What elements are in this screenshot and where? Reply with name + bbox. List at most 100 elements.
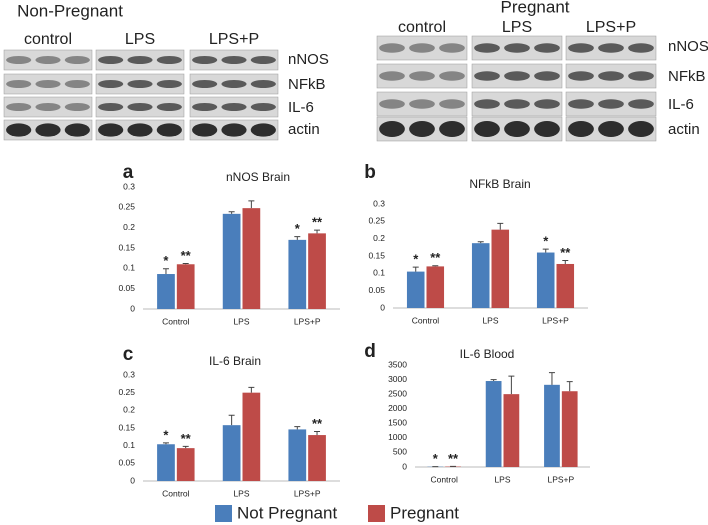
blot-band — [504, 71, 530, 81]
blot-band — [568, 121, 594, 137]
blot-band — [98, 103, 124, 111]
blot-protein-label: nNOS — [288, 51, 329, 68]
bar — [308, 233, 326, 309]
significance-marker: * — [413, 252, 419, 267]
bar — [157, 274, 175, 309]
y-tick-label: 0.3 — [123, 369, 135, 379]
blot-band — [221, 56, 247, 64]
error-bar — [182, 262, 189, 265]
bar — [485, 381, 502, 467]
error-bar — [294, 426, 301, 430]
blot-band — [504, 99, 530, 109]
blot-band — [64, 56, 90, 64]
blot-band — [35, 103, 61, 111]
bar — [176, 448, 195, 481]
blot-band — [6, 80, 32, 88]
error-bar — [314, 431, 321, 436]
panel-label: c — [123, 344, 134, 365]
y-tick-label: 0.05 — [118, 458, 135, 468]
blot-band — [504, 121, 530, 137]
significance-marker: * — [295, 221, 301, 236]
x-tick-label: LPS — [233, 488, 249, 498]
x-tick-label: LPS+P — [294, 488, 321, 498]
blot-band — [127, 123, 153, 137]
error-bar — [508, 375, 515, 395]
error-bar — [548, 372, 555, 385]
blot-group-label: LPS — [502, 19, 532, 36]
blot-band — [474, 71, 500, 81]
bar — [536, 252, 555, 308]
legend-label: Not Pregnant — [237, 503, 337, 522]
y-tick-label: 0 — [130, 303, 135, 313]
panel-label: d — [364, 341, 376, 362]
bar — [288, 239, 307, 309]
blot-band — [35, 80, 61, 88]
bar — [308, 435, 326, 481]
blot-band — [598, 43, 624, 53]
x-tick-label: Control — [412, 315, 440, 325]
y-tick-label: 0.05 — [368, 285, 385, 295]
error-bar — [490, 379, 497, 382]
error-bar — [562, 260, 569, 264]
y-tick-label: 0.3 — [373, 198, 385, 208]
significance-marker: ** — [312, 416, 323, 431]
y-tick-label: 0.25 — [118, 202, 135, 212]
blot-protein-label: NFkB — [288, 76, 326, 93]
blot-band — [6, 103, 32, 111]
x-tick-label: LPS+P — [547, 474, 574, 484]
blot-band — [379, 43, 405, 53]
blot-band — [250, 80, 276, 88]
blot-protein-label: nNOS — [668, 38, 708, 55]
error-bar — [542, 248, 549, 253]
blot-band — [534, 43, 560, 53]
bar — [288, 429, 307, 481]
x-tick-label: LPS+P — [294, 316, 321, 326]
blot-band — [6, 56, 32, 64]
bar — [491, 229, 510, 308]
y-tick-label: 0 — [402, 461, 407, 471]
blot-band — [192, 103, 218, 111]
significance-marker: * — [163, 253, 169, 268]
x-tick-label: Control — [162, 488, 190, 498]
blot-band — [250, 56, 276, 64]
y-tick-label: 0.25 — [368, 216, 385, 226]
legend-label: Pregnant — [390, 503, 459, 522]
y-tick-label: 0 — [130, 475, 135, 485]
blot-band — [439, 121, 465, 137]
blot-group-label: LPS+P — [586, 19, 636, 36]
blot-band — [156, 80, 182, 88]
blot-group-label: LPS — [125, 31, 155, 48]
y-tick-label: 0.2 — [123, 405, 135, 415]
y-tick-label: 0.25 — [118, 387, 135, 397]
blot-band — [409, 43, 435, 53]
x-tick-label: LPS — [233, 316, 249, 326]
significance-marker: ** — [181, 431, 192, 446]
panel-label: a — [123, 162, 134, 183]
error-bar — [294, 236, 301, 240]
y-tick-label: 0.15 — [118, 242, 135, 252]
error-bar — [228, 414, 235, 426]
blot-band — [192, 123, 218, 137]
legend-swatch — [368, 505, 385, 522]
significance-marker: * — [433, 451, 439, 466]
blot-band — [379, 71, 405, 81]
blot-band — [409, 99, 435, 109]
blot-band — [156, 56, 182, 64]
blot-band — [568, 99, 594, 109]
bar — [556, 263, 575, 308]
y-tick-label: 0.2 — [123, 222, 135, 232]
blot-band — [64, 80, 90, 88]
blot-band — [221, 80, 247, 88]
y-tick-label: 0.1 — [123, 263, 135, 273]
blot-band — [409, 121, 435, 137]
significance-marker: ** — [448, 451, 459, 466]
blot-protein-label: IL-6 — [288, 99, 314, 116]
blot-band — [250, 103, 276, 111]
blot-band — [534, 71, 560, 81]
blot-band — [156, 103, 182, 111]
blot-band — [192, 56, 218, 64]
blot-band — [379, 99, 405, 109]
bar — [406, 271, 425, 308]
blot-band — [35, 56, 61, 64]
